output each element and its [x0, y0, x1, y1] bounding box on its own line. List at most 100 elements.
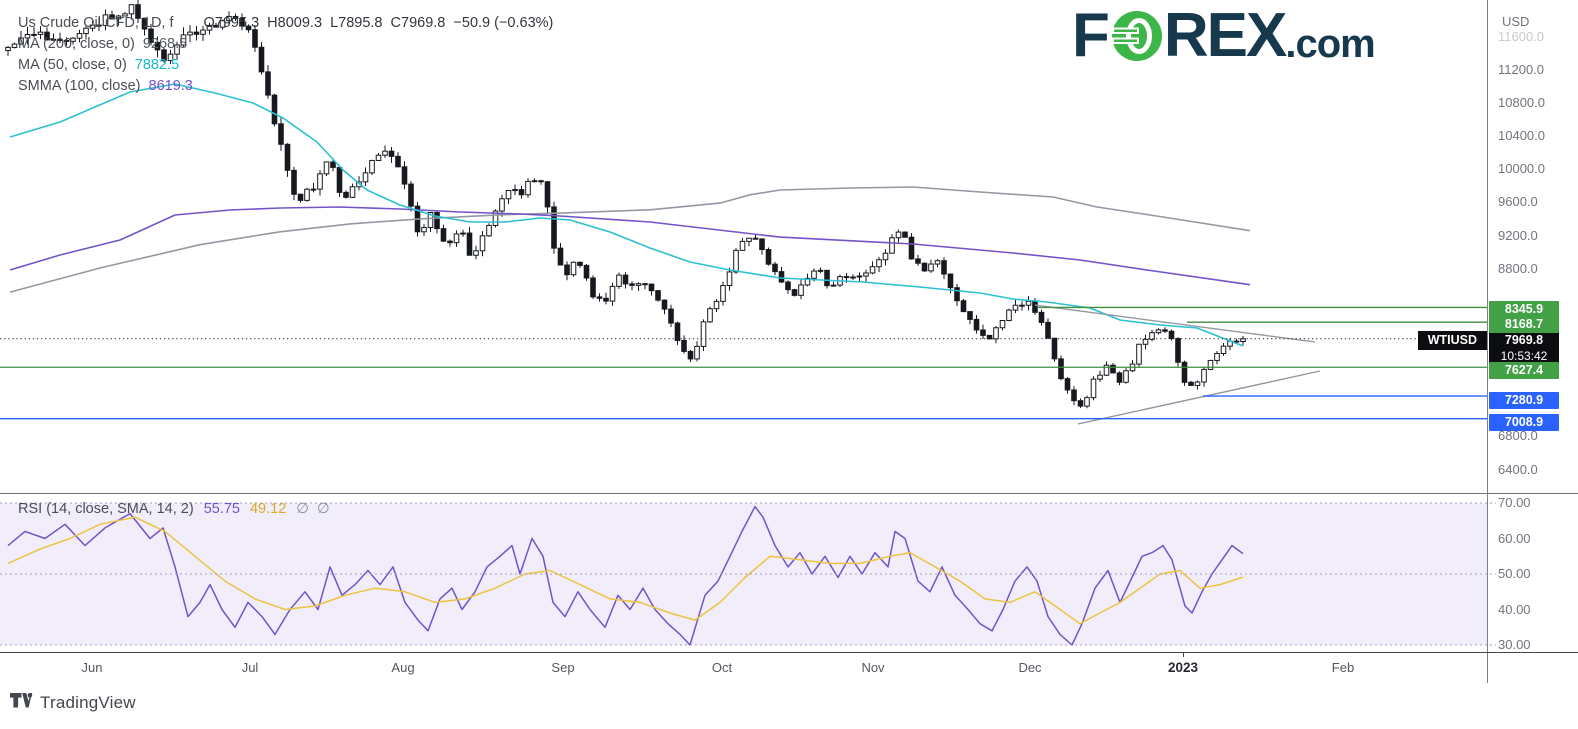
tradingview-logo[interactable]: TradingView [10, 693, 136, 713]
candle [11, 43, 18, 48]
candle [1032, 300, 1038, 313]
candle [583, 264, 590, 279]
candle [1233, 340, 1240, 343]
candle [947, 273, 954, 289]
candle [681, 340, 687, 352]
price-axis-label: 8800.0 [1498, 261, 1538, 276]
candle [479, 235, 486, 252]
candle [622, 274, 629, 285]
price-axis[interactable]: USD 7969.8 10:53:42 11600.0 11200.0 10800.… [1487, 0, 1578, 683]
time-axis-label: Dec [1018, 660, 1042, 675]
candle [408, 183, 414, 207]
trendline[interactable] [1034, 304, 1316, 343]
candle [1142, 338, 1149, 345]
candle [1006, 309, 1012, 321]
candle [1136, 343, 1142, 365]
candle [1058, 358, 1064, 380]
candle [525, 180, 531, 196]
candle [590, 277, 596, 298]
candle [388, 150, 395, 157]
candle [876, 259, 882, 268]
candle [226, 15, 232, 22]
candle [284, 143, 291, 171]
overlay-ma-200 [9, 186, 1251, 293]
candle [824, 269, 830, 287]
indicator-row-ma50[interactable]: MA (50, close, 0) 7882.5 [18, 55, 553, 76]
candle [1110, 364, 1116, 374]
candle [96, 24, 102, 27]
candle [31, 33, 37, 36]
smma100-value: 8619.3 [148, 78, 193, 94]
time-axis[interactable]: Jun Jul Aug Sep Oct Nov Dec 2023 Feb [0, 653, 1487, 683]
candle [271, 94, 278, 125]
candle [720, 285, 726, 302]
candle [174, 44, 180, 55]
candle [492, 210, 499, 226]
rsi-label: RSI (14, close, SMA, 14, 2) [18, 501, 194, 517]
forex-logo-letter-f: F [1072, 1, 1110, 70]
price-axis-label: 6800.0 [1498, 428, 1538, 443]
candle [206, 24, 213, 31]
candle [213, 24, 219, 28]
candle [1168, 330, 1175, 340]
candle [89, 24, 96, 29]
candle [817, 269, 824, 272]
candle [973, 318, 980, 331]
candle [811, 270, 817, 279]
candle [791, 289, 798, 296]
candle [447, 240, 453, 244]
candle [999, 319, 1006, 329]
forex-logo-o-icon [1111, 10, 1163, 67]
candle [544, 181, 551, 208]
candle [954, 287, 960, 302]
candle [603, 297, 609, 302]
price-axis-label: 6400.0 [1498, 462, 1538, 477]
candle [362, 172, 369, 183]
price-axis-label: 10400.0 [1498, 128, 1545, 143]
indicator-row-ma200[interactable]: MA (200, close, 0) 9268.5 [18, 34, 553, 55]
trendline[interactable] [1077, 370, 1321, 425]
candle [395, 155, 401, 168]
candle [349, 186, 356, 198]
candle [804, 277, 811, 286]
candle [245, 25, 252, 31]
ma200-label: MA (200, close, 0) [18, 36, 135, 52]
candle [1097, 374, 1103, 380]
candle [1149, 332, 1155, 340]
symbol-row[interactable]: Us Crude Oil CFD, 1D, f O7995.3 H8009.3 L… [18, 13, 553, 34]
candle [1090, 378, 1097, 399]
candle [167, 53, 174, 62]
candle [336, 166, 343, 193]
candle [902, 231, 908, 238]
candle [733, 249, 739, 273]
rsi-ma-value: 49.12 [249, 501, 287, 517]
candle [460, 232, 466, 235]
rsi-empty-values: ∅ ∅ [296, 501, 330, 517]
candle [648, 283, 655, 292]
candle [746, 237, 752, 242]
price-axis-label: 11200.0 [1498, 62, 1545, 77]
rsi-line-rsi [7, 505, 1244, 646]
candle [486, 224, 492, 237]
candle [1103, 364, 1110, 376]
rsi-legend[interactable]: RSI (14, close, SMA, 14, 2) 55.75 49.12 ∅ ∅ [18, 501, 330, 517]
candle [518, 189, 525, 196]
candle [57, 38, 63, 41]
smma100-label: SMMA (100, close) [18, 78, 141, 94]
price-level-badge: 8168.7 [1489, 315, 1559, 333]
candle [661, 299, 668, 310]
candle [726, 271, 733, 287]
indicator-row-smma100[interactable]: SMMA (100, close) 8619.3 [18, 76, 553, 97]
candle [642, 283, 648, 286]
rsi-value: 55.75 [203, 501, 240, 517]
price-axis-label: 40.00 [1498, 602, 1531, 617]
candle [655, 290, 661, 301]
candle [310, 188, 317, 191]
price-chart-canvas[interactable] [0, 0, 1578, 683]
candle [635, 283, 642, 286]
candle [50, 38, 57, 41]
candle [739, 240, 746, 251]
candle [252, 29, 258, 48]
candle [1051, 337, 1058, 360]
candle [798, 284, 804, 296]
